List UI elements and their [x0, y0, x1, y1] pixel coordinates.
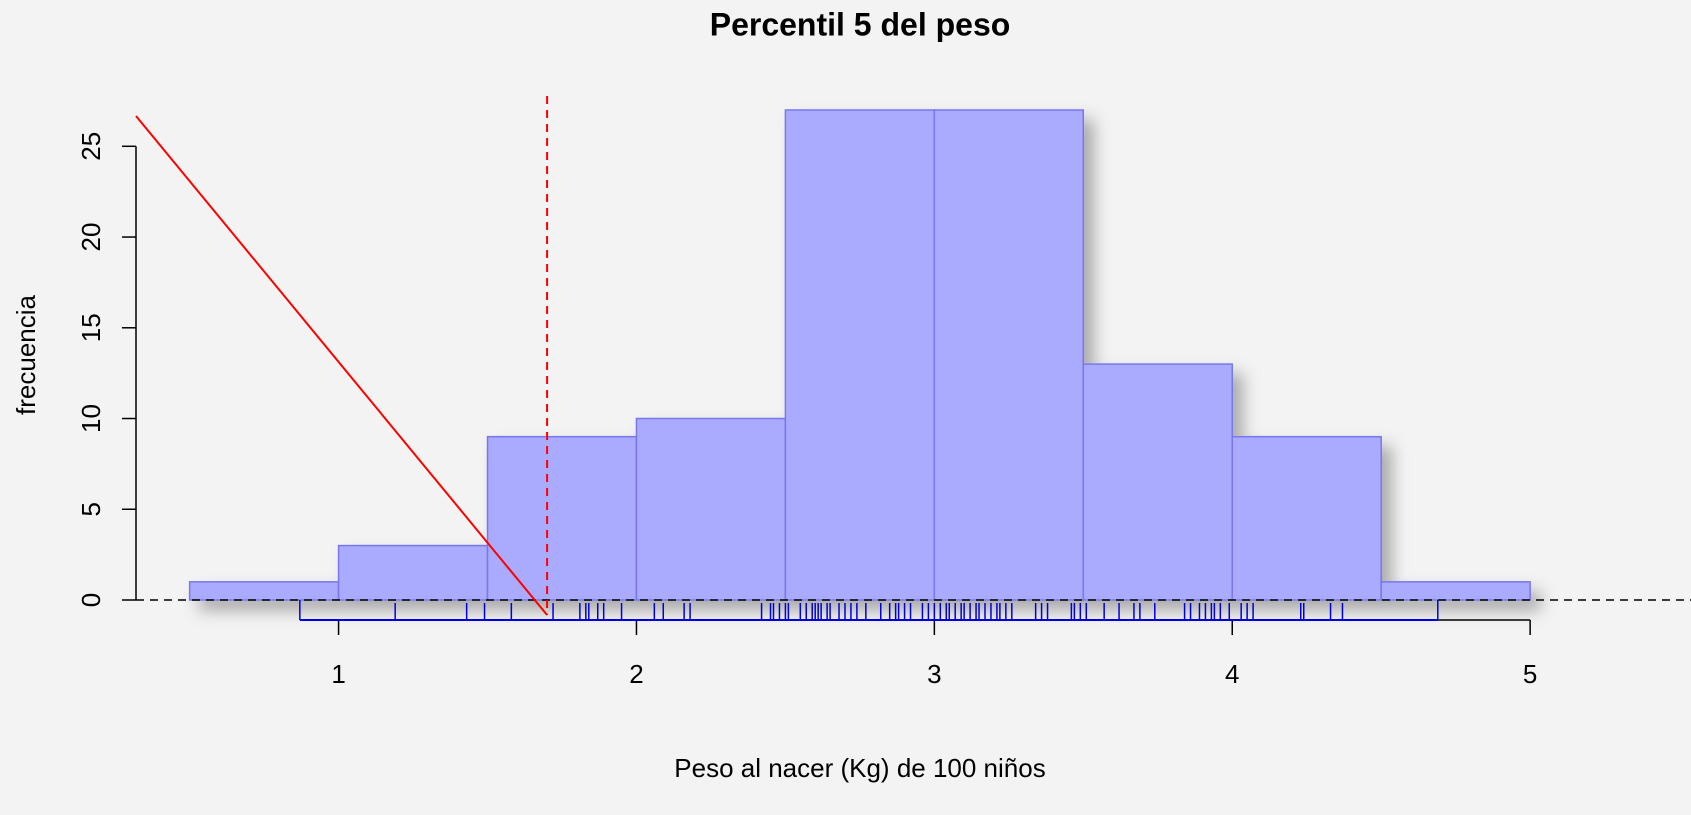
chart-title: Percentil 5 del peso	[710, 6, 1011, 42]
x-axis-label: Peso al nacer (Kg) de 100 niños	[674, 753, 1045, 783]
pointer-line	[135, 115, 548, 616]
bar	[933, 109, 1085, 601]
y-tick-label: 25	[76, 132, 106, 161]
bar	[486, 435, 638, 601]
y-tick-label: 10	[76, 404, 106, 433]
bar	[337, 544, 489, 601]
x-tick-label: 2	[629, 659, 643, 689]
x-tick-label: 5	[1523, 659, 1537, 689]
y-tick-label: 0	[76, 593, 106, 607]
y-tick-label: 20	[76, 223, 106, 252]
y-tick-label: 15	[76, 313, 106, 342]
bar	[1380, 581, 1531, 601]
bar	[1231, 435, 1382, 601]
bar	[635, 417, 787, 601]
x-tick-label: 1	[331, 659, 345, 689]
bar	[1082, 363, 1233, 601]
y-tick-label: 5	[76, 502, 106, 516]
x-tick-label: 4	[1225, 659, 1239, 689]
x-tick-label: 3	[927, 659, 941, 689]
bar	[784, 109, 936, 601]
bar	[188, 581, 340, 601]
y-axis-label: frecuencia	[11, 294, 41, 414]
